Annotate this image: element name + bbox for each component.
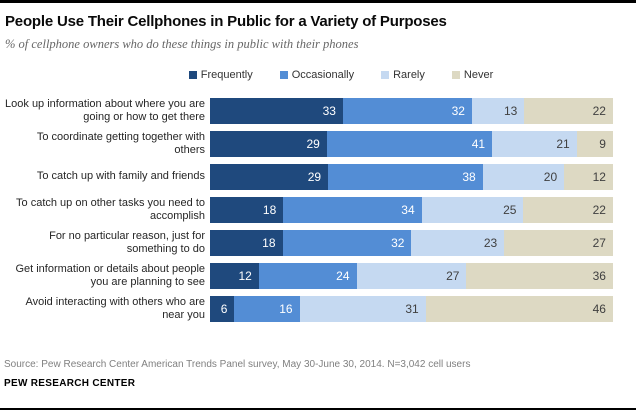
legend-label: Never (463, 69, 494, 81)
category-label: Avoid interacting with others who are ne… (25, 295, 205, 321)
bar-segment-never: 12 (564, 163, 613, 190)
bar-segment-frequently: 6 (210, 295, 235, 322)
bar-segment-never: 22 (523, 196, 613, 223)
bar-segment-never: 22 (524, 97, 613, 124)
legend-item-rarely: Rarely (381, 69, 425, 81)
bar-segment-rarely: 27 (356, 262, 467, 289)
legend-label: Rarely (393, 69, 425, 81)
bar-segment-never: 46 (425, 295, 613, 322)
stacked-bar: 33 32 13 22 (210, 97, 613, 124)
category-label: To coordinate getting together with othe… (36, 130, 205, 156)
legend: Frequently Occasionally Rarely Never (46, 69, 636, 81)
chart-title: People Use Their Cellphones in Public fo… (5, 13, 447, 30)
bar-segment-frequently: 29 (210, 163, 329, 190)
bar-segment-never: 9 (576, 130, 613, 157)
category-label: Look up information about where you are … (5, 97, 205, 123)
chart: Look up information about where you are … (0, 94, 636, 325)
bar-segment-rarely: 13 (471, 97, 525, 124)
legend-swatch-icon (451, 71, 460, 79)
stacked-bar: 18 34 25 22 (210, 196, 613, 223)
category-label: To catch up with family and friends (36, 170, 205, 182)
chart-row: Look up information about where you are … (5, 94, 613, 127)
bar-segment-frequently: 29 (210, 130, 327, 157)
chart-row: To catch up on other tasks you need to a… (5, 193, 613, 226)
bar-segment-rarely: 21 (492, 130, 577, 157)
legend-label: Occasionally (291, 69, 355, 81)
chart-row: Get information or details about people … (5, 259, 613, 292)
stacked-bar: 12 24 27 36 (210, 262, 613, 289)
bar-segment-frequently: 33 (210, 97, 343, 124)
legend-swatch-icon (381, 71, 390, 79)
bar-segment-frequently: 18 (210, 196, 284, 223)
top-rule (0, 0, 636, 3)
bar-segment-occasionally: 16 (234, 295, 300, 322)
bar-segment-rarely: 23 (411, 229, 505, 256)
chart-row: To coordinate getting together with othe… (5, 127, 613, 160)
bar-segment-occasionally: 32 (282, 229, 412, 256)
bar-segment-never: 36 (466, 262, 613, 289)
stacked-bar: 6 16 31 46 (210, 295, 613, 322)
bar-segment-rarely: 20 (482, 163, 565, 190)
bar-segment-occasionally: 34 (283, 196, 422, 223)
legend-label: Frequently (200, 69, 253, 81)
chart-row: For no particular reason, just for somet… (5, 226, 613, 259)
chart-subtitle: % of cellphone owners who do these thing… (5, 37, 359, 51)
bar-segment-occasionally: 24 (258, 262, 357, 289)
source-note: Source: Pew Research Center American Tre… (4, 359, 471, 370)
bar-segment-occasionally: 41 (326, 130, 493, 157)
legend-item-never: Never (451, 69, 494, 81)
stacked-bar: 18 32 23 27 (210, 229, 613, 256)
category-label: Get information or details about people … (15, 262, 205, 288)
bar-segment-frequently: 12 (210, 262, 259, 289)
bar-segment-occasionally: 38 (328, 163, 483, 190)
legend-item-occasionally: Occasionally (279, 69, 355, 81)
legend-swatch-icon (279, 71, 288, 79)
bar-segment-rarely: 31 (299, 295, 426, 322)
stacked-bar: 29 38 20 12 (210, 163, 613, 190)
bar-segment-occasionally: 32 (342, 97, 472, 124)
legend-item-frequently: Frequently (188, 69, 253, 81)
stacked-bar: 29 41 21 9 (210, 130, 613, 157)
legend-swatch-icon (188, 71, 197, 79)
bar-segment-never: 27 (504, 229, 613, 256)
category-label: To catch up on other tasks you need to a… (16, 196, 205, 222)
brand-name: PEW RESEARCH CENTER (4, 378, 136, 389)
chart-row: Avoid interacting with others who are ne… (5, 292, 613, 325)
bar-segment-frequently: 18 (210, 229, 283, 256)
chart-row: To catch up with family and friends 29 38 2… (5, 160, 613, 193)
bottom-rule (0, 408, 636, 410)
bar-segment-rarely: 25 (421, 196, 524, 223)
category-label: For no particular reason, just for somet… (49, 229, 205, 255)
